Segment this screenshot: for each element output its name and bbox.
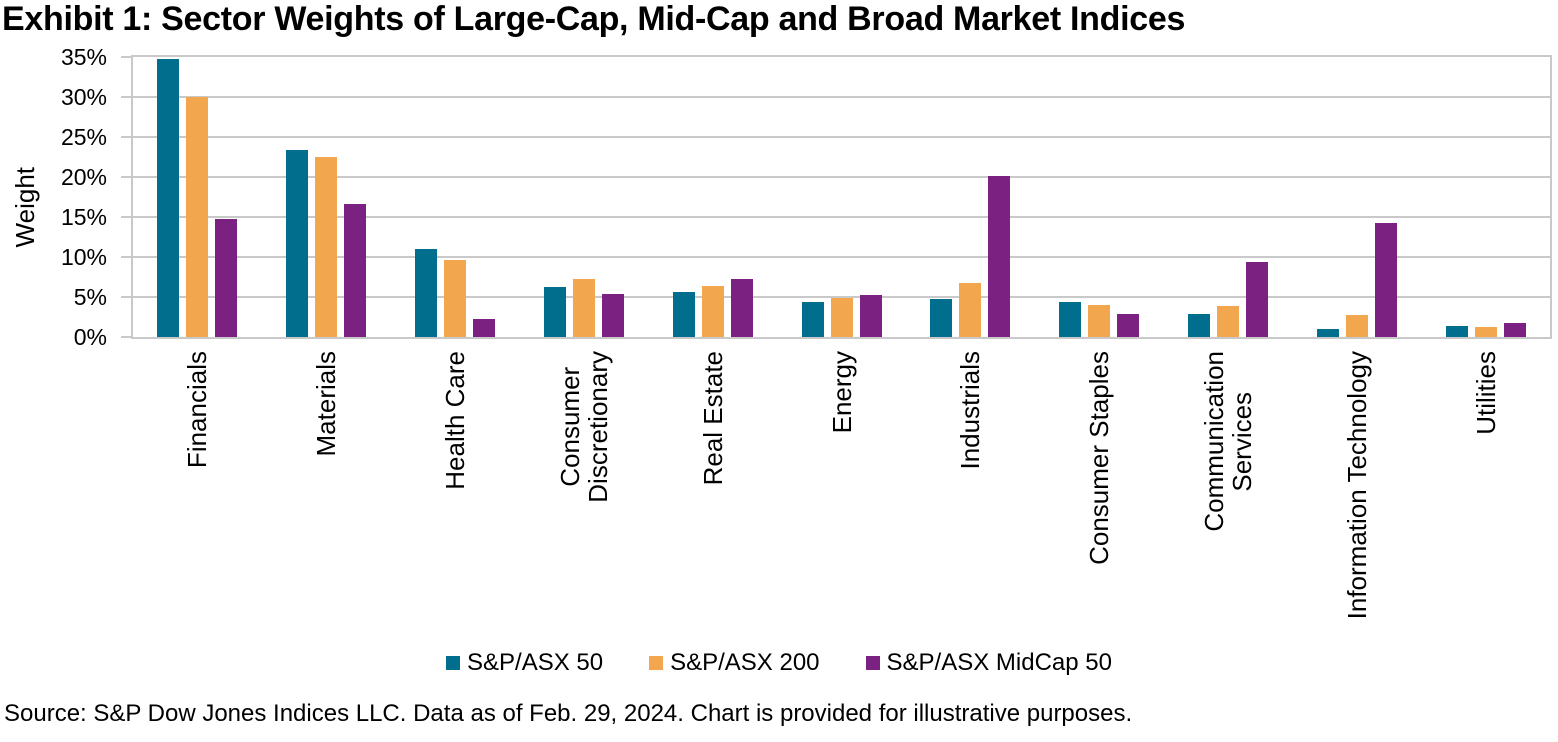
gridline xyxy=(133,296,1550,298)
x-category-label: Communication Services xyxy=(1198,351,1257,532)
bar xyxy=(415,249,437,337)
y-tick-label: 10% xyxy=(60,244,107,270)
bar xyxy=(473,318,495,337)
bar xyxy=(602,293,624,337)
y-axis-tick xyxy=(121,136,131,138)
bar xyxy=(1317,329,1339,337)
gridline xyxy=(133,256,1550,258)
legend: S&P/ASX 50 S&P/ASX 200 S&P/ASX MidCap 50 xyxy=(0,649,1558,677)
bar xyxy=(930,298,952,337)
legend-label: S&P/ASX 200 xyxy=(670,649,820,676)
bar xyxy=(573,278,595,337)
legend-item: S&P/ASX 50 xyxy=(446,649,603,677)
y-tick-label: 30% xyxy=(60,84,107,110)
bar xyxy=(1188,313,1210,337)
source-note: Source: S&P Dow Jones Indices LLC. Data … xyxy=(4,700,1133,727)
plot-area xyxy=(121,55,1552,339)
bar xyxy=(1117,313,1139,337)
chart-title: Exhibit 1: Sector Weights of Large-Cap, … xyxy=(2,0,1186,38)
bar xyxy=(444,260,466,337)
bar xyxy=(959,282,981,337)
legend-item: S&P/ASX 200 xyxy=(649,649,820,677)
gridline xyxy=(133,136,1550,138)
bar xyxy=(186,97,208,337)
legend-swatch-icon xyxy=(865,656,880,670)
x-category-label: Energy xyxy=(826,351,857,434)
y-axis-tick xyxy=(121,216,131,218)
x-category-label: Real Estate xyxy=(697,351,728,486)
bar xyxy=(860,294,882,337)
bar xyxy=(215,218,237,337)
bar xyxy=(802,301,824,337)
legend-swatch-icon xyxy=(446,656,461,670)
legend-label: S&P/ASX 50 xyxy=(467,649,604,676)
y-tick-label: 5% xyxy=(73,284,107,310)
gridline xyxy=(133,216,1550,218)
bar xyxy=(1375,223,1397,337)
gridline xyxy=(133,96,1550,98)
bar xyxy=(988,176,1010,337)
bar xyxy=(1446,325,1468,337)
x-category-label: Industrials xyxy=(955,351,986,470)
bar xyxy=(1246,261,1268,337)
bar xyxy=(831,297,853,337)
bar xyxy=(1088,305,1110,337)
y-axis-tick xyxy=(121,96,131,98)
y-tick-label: 35% xyxy=(60,44,107,70)
y-tick-label: 15% xyxy=(60,204,107,230)
x-category-label: Utilities xyxy=(1470,351,1501,435)
y-axis-tick xyxy=(121,56,131,58)
bar xyxy=(157,58,179,337)
x-category-label: Consumer Staples xyxy=(1084,351,1115,565)
bar xyxy=(344,204,366,337)
x-category-label: Materials xyxy=(311,351,342,457)
y-tick-label: 25% xyxy=(60,124,107,150)
x-category-label: Information Technology xyxy=(1341,351,1372,620)
legend-label: S&P/ASX MidCap 50 xyxy=(886,649,1112,676)
bar xyxy=(1475,326,1497,337)
bar xyxy=(1504,322,1526,337)
x-category-label: Financials xyxy=(182,351,213,469)
bar xyxy=(1059,301,1081,337)
y-axis-tick xyxy=(121,336,131,338)
bar xyxy=(731,279,753,337)
legend-swatch-icon xyxy=(649,656,664,670)
bar xyxy=(286,149,308,337)
bar xyxy=(702,285,724,337)
y-axis-tick xyxy=(121,176,131,178)
y-tick-label: 0% xyxy=(73,324,107,350)
bar xyxy=(673,292,695,337)
bar xyxy=(1217,305,1239,337)
x-category-label: Health Care xyxy=(439,351,470,490)
gridline xyxy=(133,176,1550,178)
y-tick-label: 20% xyxy=(60,164,107,190)
y-axis-tick xyxy=(121,296,131,298)
bar xyxy=(1346,315,1368,337)
bar xyxy=(544,286,566,337)
y-axis-tick xyxy=(121,256,131,258)
x-category-label: Consumer Discretionary xyxy=(554,351,613,503)
bar xyxy=(315,157,337,337)
legend-item: S&P/ASX MidCap 50 xyxy=(865,649,1112,677)
